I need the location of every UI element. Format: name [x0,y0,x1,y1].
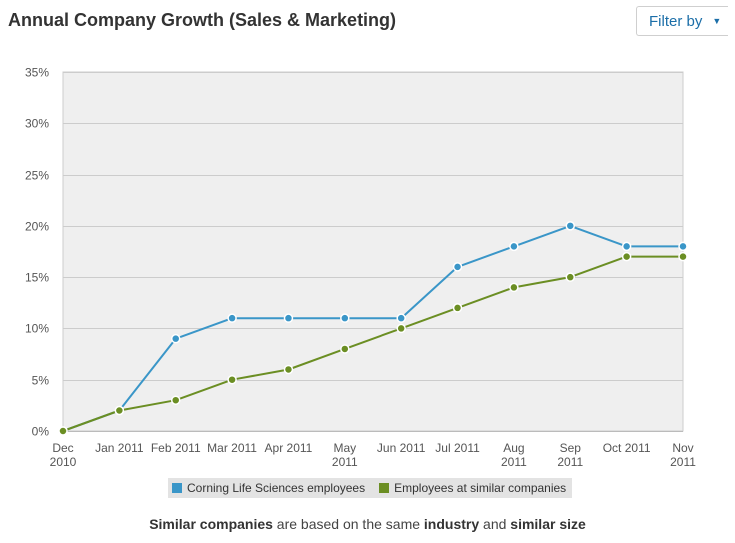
footnote: Similar companies are based on the same … [0,516,735,532]
data-point-series-1[interactable] [509,241,519,252]
plot-area [62,71,684,432]
x-tick-label: Apr 2011 [265,441,313,455]
data-point-series-1[interactable] [340,313,350,323]
data-point-series-2[interactable] [114,405,125,416]
chart-legend: Corning Life Sciences employees Employee… [168,478,573,498]
chart-title: Annual Company Growth (Sales & Marketing… [8,10,397,30]
data-point-series-1[interactable] [283,313,294,323]
y-tick-label: 5% [32,374,50,388]
x-tick-label: Nov 2011 [670,441,696,469]
data-point-series-2[interactable] [621,251,632,262]
x-tick-label: May 2011 [332,441,358,469]
data-point-series-2[interactable] [452,303,463,313]
series-line-2 [62,255,683,432]
filter-by-button[interactable]: Filter by ▼ [636,6,728,36]
legend-swatch-series-2 [379,483,390,493]
data-point-series-1[interactable] [565,221,576,231]
data-point-series-2[interactable] [58,426,68,436]
data-point-series-1[interactable] [227,313,237,323]
y-tick-label: 35% [25,66,49,80]
data-point-series-1[interactable] [396,313,406,323]
x-tick-label: Oct 2011 [603,441,651,455]
footnote-bold-2: industry [423,516,480,532]
data-point-series-2[interactable] [565,272,576,282]
footnote-text-1: are based on the same [272,516,424,532]
footnote-bold-1: Similar companies [149,516,273,532]
x-tick-label: Feb 2011 [151,441,201,455]
data-point-series-2[interactable] [227,374,237,385]
footnote-text-2: and [479,516,511,532]
x-tick-label: Jun 2011 [377,441,426,455]
data-point-series-1[interactable] [678,241,688,252]
y-tick-label: 30% [25,117,49,131]
data-point-series-2[interactable] [509,282,519,293]
data-point-series-1[interactable] [452,262,463,272]
filter-by-label: Filter by [649,12,703,30]
x-tick-label: Jan 2011 [95,441,144,455]
x-tick-label: Mar 2011 [207,441,257,455]
legend-label-series-1: Corning Life Sciences employees [187,481,366,495]
data-point-series-1[interactable] [170,333,181,344]
series-line-1 [62,224,683,432]
x-tick-label: Sep 2011 [557,441,583,469]
line-chart: 0% 5% 10% 15% 20% 25% 30% 35% Dec 2010 Jan 2011 Fe… [25,66,696,470]
y-tick-label: 15% [25,271,49,285]
y-tick-label: 25% [25,169,49,183]
y-tick-label: 10% [25,322,49,336]
data-point-series-2[interactable] [283,364,294,375]
x-tick-label: Aug 2011 [501,441,527,469]
data-point-series-2[interactable] [678,251,688,262]
x-tick-label: Dec 2010 [50,441,77,469]
legend-label-series-2: Employees at similar companies [394,481,567,495]
data-point-series-2[interactable] [340,344,350,354]
legend-item-series-1[interactable]: Corning Life Sciences employees [172,481,365,495]
data-point-series-2[interactable] [396,323,406,334]
legend-item-series-2[interactable]: Employees at similar companies [379,481,566,495]
y-tick-label: 20% [25,220,49,234]
legend-swatch-series-1 [172,483,182,493]
data-point-series-1[interactable] [621,241,632,252]
data-point-series-2[interactable] [170,395,181,405]
footnote-bold-3: similar size [510,516,586,532]
x-tick-label: Jul 2011 [435,441,480,455]
y-tick-label: 0% [32,425,50,439]
chevron-down-icon: ▼ [712,16,722,26]
